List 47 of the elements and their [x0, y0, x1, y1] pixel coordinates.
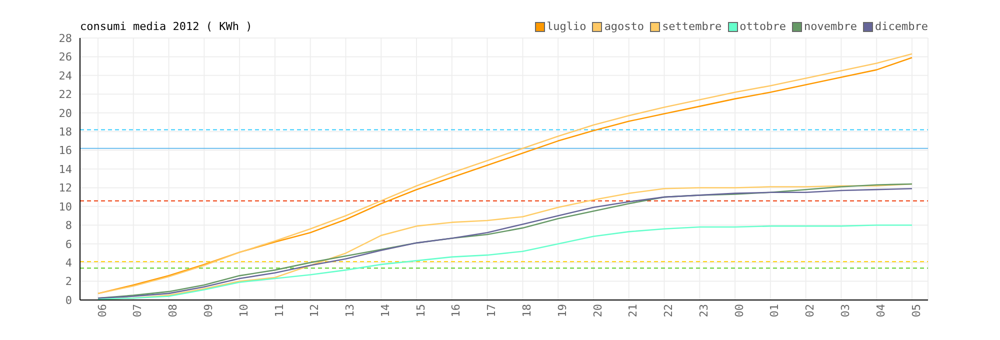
y-tick-label: 28 [58, 32, 72, 45]
y-tick-label: 12 [58, 182, 72, 195]
y-tick-label: 14 [58, 162, 72, 176]
y-tick-label: 22 [58, 88, 72, 102]
x-tick-label: 01 [768, 304, 782, 318]
y-tick-label: 18 [58, 125, 72, 138]
x-tick-label: 18 [520, 304, 534, 318]
x-tick-label: 17 [485, 304, 498, 318]
legend-label: luglio [546, 20, 586, 33]
legend-label: settembre [661, 20, 722, 33]
x-tick-label: 04 [874, 304, 888, 318]
x-tick-label: 03 [839, 304, 852, 318]
x-tick-label: 11 [272, 304, 286, 318]
x-tick-label: 21 [626, 304, 640, 318]
x-tick-label: 16 [450, 304, 463, 318]
x-tick-label: 14 [378, 304, 392, 318]
y-tick-label: 8 [65, 219, 72, 232]
x-tick-label: 23 [697, 304, 710, 318]
x-tick-label: 13 [344, 304, 357, 318]
y-tick-label: 24 [58, 69, 72, 82]
legend-label: ottobre [738, 20, 786, 33]
x-tick-label: 08 [166, 304, 180, 318]
y-tick-label: 4 [65, 256, 72, 270]
chart-title: consumi media 2012 ( KWh ) [80, 20, 252, 33]
x-tick-label: 12 [308, 304, 322, 318]
x-tick-label: 19 [556, 304, 569, 318]
y-tick-label: 16 [58, 144, 72, 158]
x-tick-label: 05 [910, 304, 923, 318]
x-tick-label: 02 [804, 304, 817, 318]
x-tick-label: 09 [202, 304, 215, 318]
y-tick-label: 20 [58, 106, 72, 120]
x-tick-label: 15 [414, 304, 428, 318]
x-tick-label: 00 [732, 304, 746, 318]
legend-label: agosto [603, 20, 644, 33]
y-tick-label: 6 [65, 238, 72, 251]
x-tick-label: 20 [591, 304, 604, 318]
legend-label: novembre [803, 20, 858, 33]
x-tick-label: 22 [662, 304, 676, 318]
x-tick-label: 06 [96, 304, 109, 318]
y-tick-label: 10 [58, 200, 72, 214]
x-tick-label: 10 [237, 304, 250, 318]
line-series [97, 224, 913, 300]
x-tick-label: 07 [131, 304, 144, 318]
y-tick-label: 26 [58, 50, 72, 64]
y-tick-label: 0 [65, 294, 72, 307]
legend-label: dicembre [874, 20, 928, 33]
y-tick-label: 2 [65, 275, 72, 288]
